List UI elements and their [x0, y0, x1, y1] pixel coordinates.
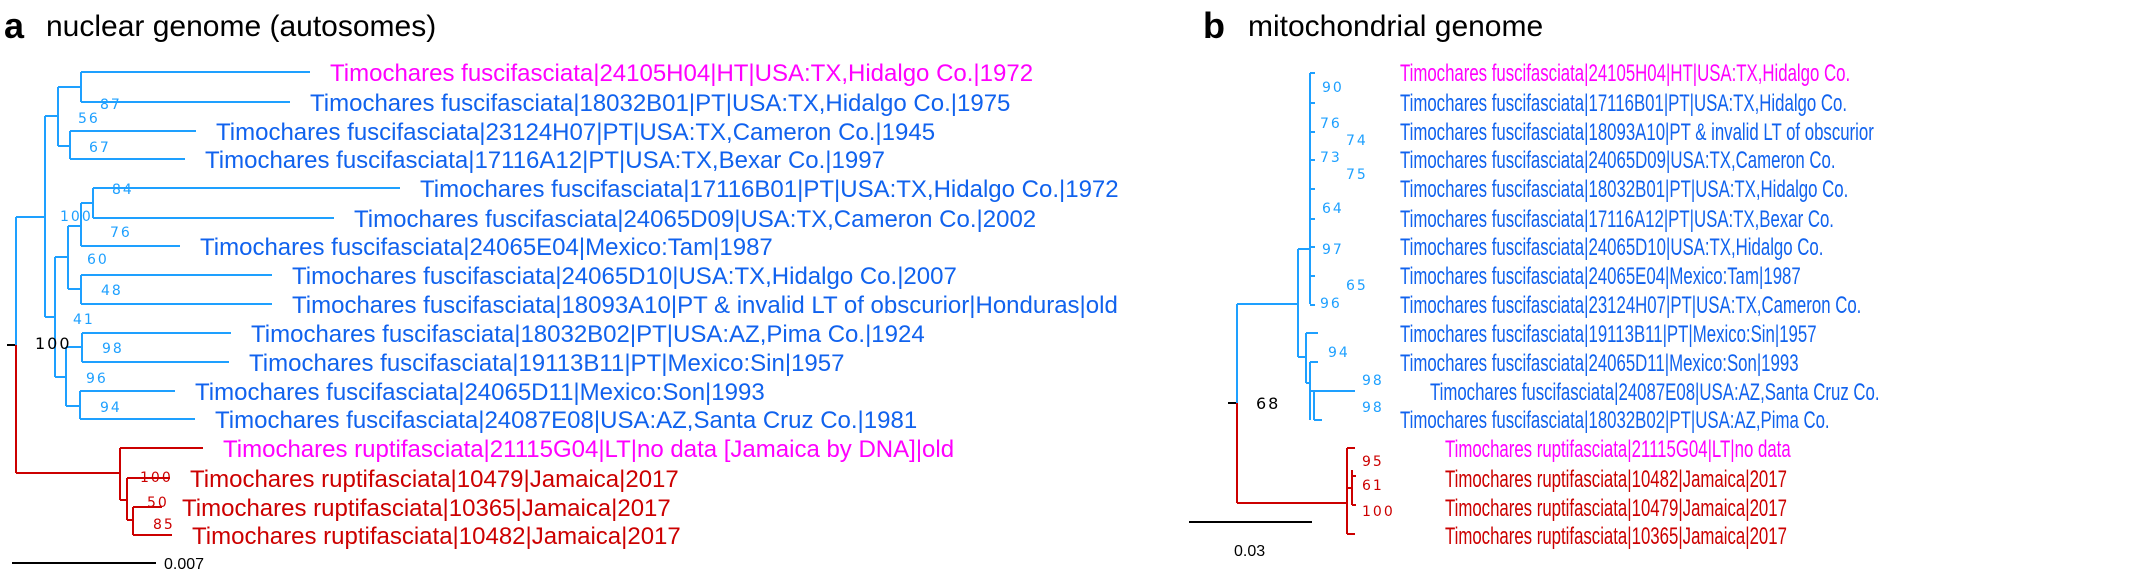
tip-label: Timochares fuscifasciata|24065D11|Mexico…: [1400, 350, 1799, 377]
tip-label: Timochares fuscifasciata|24065D10|USA:TX…: [292, 263, 957, 290]
support-value: 74: [1346, 133, 1368, 149]
tip-label: Timochares ruptifasciata|10365|Jamaica|2…: [182, 495, 671, 522]
tip-label: Timochares fuscifasciata|17116B01|PT|USA…: [1400, 90, 1847, 117]
tip-label: Timochares fuscifasciata|24065E04|Mexico…: [200, 234, 773, 261]
support-value: 68: [1256, 394, 1280, 413]
tip-label: Timochares fuscifasciata|17116A12|PT|USA…: [1400, 206, 1834, 233]
panel-a: a nuclear genome (autosomes) Timochares …: [4, 5, 1119, 573]
tip-label: Timochares fuscifasciata|24065D10|USA:TX…: [1400, 234, 1823, 261]
panel-b: b mitochondrial genome Timochares fuscif…: [1189, 5, 1880, 560]
tip-label: Timochares ruptifasciata|21115G04|LT|no …: [1445, 436, 1791, 463]
tip-label: Timochares fuscifasciata|24065E04|Mexico…: [1400, 263, 1801, 290]
support-value: 64: [1322, 201, 1344, 217]
support-value: 67: [89, 140, 111, 156]
tip-label: Timochares ruptifasciata|10365|Jamaica|2…: [1445, 523, 1787, 550]
support-value: 98: [1362, 400, 1384, 416]
panel-b-scale-label: 0.03: [1234, 543, 1265, 560]
support-value: 56: [78, 111, 100, 127]
support-value: 100: [1362, 504, 1395, 520]
support-value: 100: [60, 209, 93, 225]
tip-label: Timochares ruptifasciata|10479|Jamaica|2…: [1445, 495, 1787, 522]
panel-a-scale-label: 0.007: [164, 556, 204, 573]
support-value: 60: [87, 252, 109, 268]
support-value: 50: [147, 495, 169, 511]
support-value: 94: [1328, 345, 1350, 361]
tip-label: Timochares fuscifasciata|18032B02|PT|USA…: [1400, 407, 1830, 434]
support-value: 96: [86, 371, 108, 387]
panel-a-letter: a: [4, 5, 25, 46]
panel-a-tree: [7, 71, 400, 536]
support-value: 75: [1346, 167, 1368, 183]
tip-label: Timochares fuscifasciata|17116A12|PT|USA…: [205, 147, 885, 174]
support-value: 84: [112, 182, 134, 198]
panel-a-title: nuclear genome (autosomes): [46, 10, 436, 43]
support-value: 95: [1362, 454, 1384, 470]
support-value: 87: [100, 97, 122, 113]
panel-b-tip-labels: Timochares fuscifasciata|24105H04|HT|USA…: [1400, 60, 1880, 550]
tip-label: Timochares fuscifasciata|23124H07|PT|USA…: [216, 119, 935, 146]
support-value: 94: [100, 400, 122, 416]
tip-label: Timochares fuscifasciata|23124H07|PT|USA…: [1400, 292, 1861, 319]
support-value: 41: [73, 312, 95, 328]
panel-b-tree: [1228, 72, 1356, 535]
support-value: 61: [1362, 478, 1384, 494]
support-value: 98: [102, 341, 124, 357]
tip-label: Timochares fuscifasciata|18093A10|PT & i…: [292, 292, 1118, 319]
tip-label: Timochares fuscifasciata|24087E08|USA:AZ…: [1430, 379, 1880, 406]
tip-label: Timochares fuscifasciata|19113B11|PT|Mex…: [249, 350, 844, 377]
support-value: 100: [140, 470, 173, 486]
tip-label: Timochares fuscifasciata|17116B01|PT|USA…: [420, 176, 1119, 203]
tip-label: Timochares ruptifasciata|10482|Jamaica|2…: [192, 523, 681, 550]
tip-label: Timochares fuscifasciata|18032B01|PT|USA…: [310, 90, 1010, 117]
support-value: 96: [1320, 296, 1342, 312]
support-value: 85: [153, 517, 175, 533]
tip-label: Timochares fuscifasciata|24065D09|USA:TX…: [354, 206, 1036, 233]
support-value: 100: [35, 334, 72, 353]
support-value: 90: [1322, 80, 1344, 96]
support-value: 73: [1320, 150, 1342, 166]
support-value: 97: [1322, 242, 1344, 258]
panel-a-tip-labels: Timochares fuscifasciata|24105H04|HT|USA…: [182, 60, 1119, 550]
support-value: 76: [110, 225, 132, 241]
tip-label: Timochares fuscifasciata|24105H04|HT|USA…: [330, 60, 1033, 87]
tip-label: Timochares ruptifasciata|10479|Jamaica|2…: [190, 466, 679, 493]
tip-label: Timochares fuscifasciata|24087E08|USA:AZ…: [215, 407, 917, 434]
support-value: 76: [1320, 116, 1342, 132]
tip-label: Timochares ruptifasciata|10482|Jamaica|2…: [1445, 466, 1787, 493]
tip-label: Timochares fuscifasciata|18032B01|PT|USA…: [1400, 176, 1848, 203]
support-value: 98: [1362, 373, 1384, 389]
tip-label: Timochares fuscifasciata|24065D09|USA:TX…: [1400, 147, 1836, 174]
panel-b-title: mitochondrial genome: [1248, 10, 1543, 43]
tip-label: Timochares fuscifasciata|24065D11|Mexico…: [195, 379, 765, 406]
tip-label: Timochares fuscifasciata|18093A10|PT & i…: [1400, 119, 1874, 146]
panel-b-letter: b: [1203, 5, 1225, 46]
support-value: 48: [101, 283, 123, 299]
tip-label: Timochares fuscifasciata|18032B02|PT|USA…: [251, 321, 925, 348]
tip-label: Timochares fuscifasciata|24105H04|HT|USA…: [1400, 60, 1850, 87]
tip-label: Timochares fuscifasciata|19113B11|PT|Mex…: [1400, 321, 1817, 348]
support-value: 65: [1346, 278, 1368, 294]
tip-label: Timochares ruptifasciata|21115G04|LT|no …: [223, 436, 954, 463]
